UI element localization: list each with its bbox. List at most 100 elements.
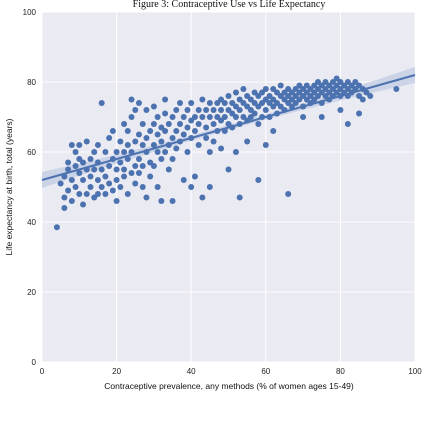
data-point <box>72 149 79 155</box>
data-point <box>132 107 139 113</box>
data-point <box>128 170 135 176</box>
data-point <box>72 184 79 190</box>
data-point <box>150 121 157 127</box>
data-point <box>240 86 247 92</box>
data-point <box>154 184 161 190</box>
data-point <box>98 184 105 190</box>
data-point <box>184 124 191 131</box>
regression-line <box>41 74 416 181</box>
data-point <box>109 128 116 134</box>
data-point <box>162 96 169 103</box>
data-point <box>199 194 206 201</box>
data-point <box>180 114 187 120</box>
data-point <box>143 135 150 141</box>
data-point <box>158 198 165 204</box>
data-point <box>135 100 142 106</box>
x-tick-label: 80 <box>336 367 345 376</box>
data-point <box>218 145 225 152</box>
data-point <box>169 198 176 204</box>
regression-line-path <box>41 74 416 181</box>
data-point <box>199 96 206 103</box>
data-point <box>135 156 142 162</box>
data-point <box>318 114 325 120</box>
data-point <box>203 124 210 131</box>
data-point <box>173 128 180 134</box>
data-point <box>162 149 169 155</box>
data-point <box>277 82 284 89</box>
data-point <box>121 173 128 180</box>
data-point <box>165 121 172 127</box>
data-point <box>143 194 150 201</box>
data-point <box>195 142 202 148</box>
data-point <box>232 149 239 155</box>
data-point <box>128 96 135 103</box>
x-tick-label: 0 <box>40 367 45 376</box>
data-point <box>188 184 195 190</box>
x-tick-label: 20 <box>112 367 121 376</box>
data-point <box>203 135 210 141</box>
data-point <box>180 131 187 138</box>
data-point <box>109 187 116 194</box>
data-point <box>147 173 154 180</box>
data-point <box>106 180 113 187</box>
data-point <box>61 205 68 211</box>
data-point <box>300 114 307 120</box>
data-point <box>165 166 172 173</box>
data-point <box>210 107 217 113</box>
data-point <box>94 177 101 183</box>
data-point <box>72 163 79 169</box>
data-point <box>68 198 75 204</box>
x-tick-label: 40 <box>187 367 196 376</box>
data-point <box>195 107 202 113</box>
y-tick-labels: 0 20 40 60 80 100 <box>23 8 37 367</box>
y-tick-label: 40 <box>27 218 36 227</box>
data-point <box>221 114 228 120</box>
data-point <box>94 142 101 148</box>
data-point <box>135 131 142 138</box>
data-point <box>98 100 105 106</box>
data-point <box>132 180 139 187</box>
x-tick-label: 100 <box>408 367 422 376</box>
data-point <box>188 100 195 106</box>
data-point <box>199 114 206 120</box>
data-point <box>113 198 120 204</box>
data-point <box>393 86 400 92</box>
data-point <box>218 107 225 113</box>
data-point <box>117 159 124 166</box>
data-point <box>106 163 113 169</box>
data-point <box>154 114 161 120</box>
data-point <box>113 166 120 173</box>
y-tick-label: 60 <box>27 148 36 157</box>
data-point <box>124 128 131 134</box>
data-point <box>195 121 202 127</box>
data-point <box>113 149 120 155</box>
data-point <box>135 170 142 176</box>
data-point <box>76 191 83 197</box>
data-point <box>121 166 128 173</box>
data-point <box>191 128 198 134</box>
data-point <box>177 121 184 127</box>
data-point <box>169 135 176 141</box>
data-point <box>356 110 363 117</box>
data-point <box>206 184 213 190</box>
data-point <box>255 177 262 183</box>
data-point <box>132 138 139 145</box>
data-point <box>206 100 213 106</box>
data-point <box>169 156 176 162</box>
data-point <box>65 187 72 194</box>
x-tick-label: 60 <box>261 367 270 376</box>
data-point <box>61 194 68 201</box>
y-tick-label: 80 <box>27 78 36 87</box>
data-point <box>206 114 213 120</box>
data-point <box>158 156 165 162</box>
data-point <box>128 114 135 120</box>
data-point <box>177 100 184 106</box>
data-point <box>91 166 98 173</box>
data-point <box>102 149 109 155</box>
data-point <box>225 166 232 173</box>
data-point <box>117 138 124 145</box>
data-point <box>232 89 239 96</box>
data-point <box>143 107 150 113</box>
data-point <box>210 121 217 127</box>
